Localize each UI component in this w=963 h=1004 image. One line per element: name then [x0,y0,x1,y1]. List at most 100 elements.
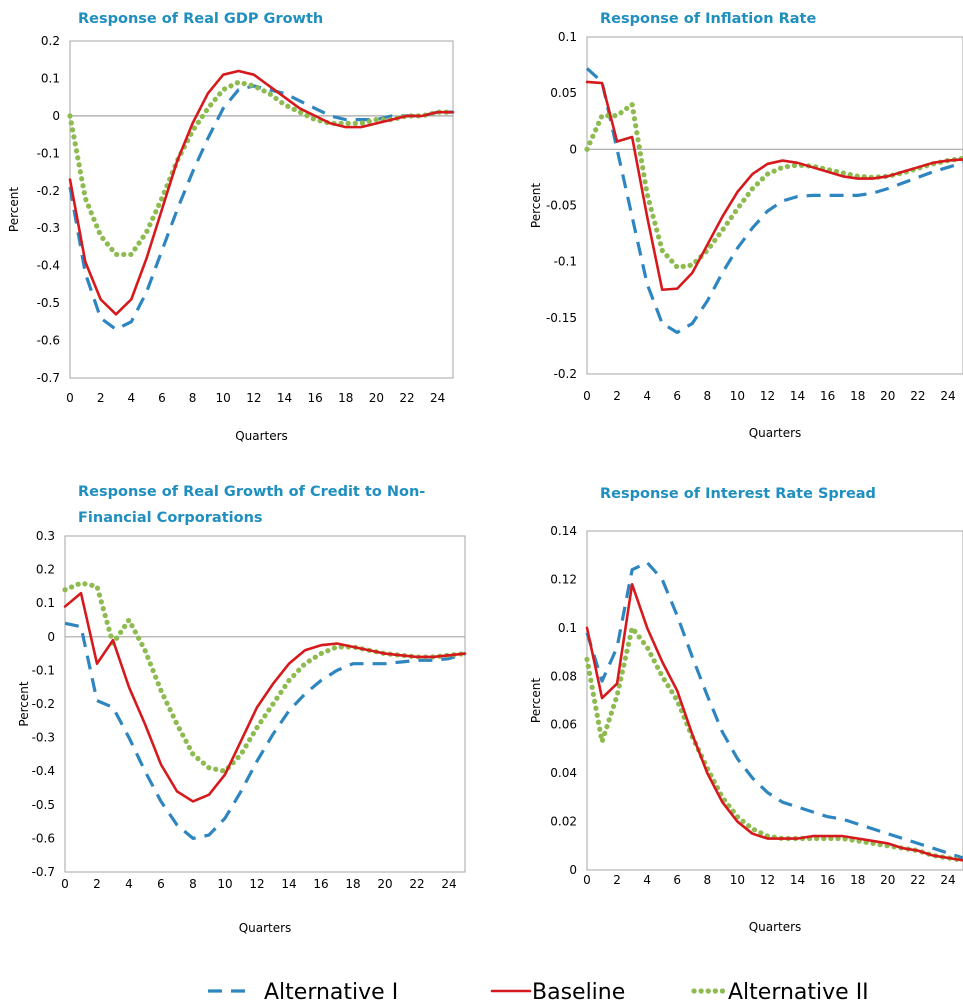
y-tick-label: -0.7 [32,865,55,879]
chart-title-line: Response of Inflation Rate [600,11,816,27]
plot-area-border [586,530,963,871]
y-tick-label: -0.7 [37,371,60,385]
legend-label-alternative-i: Alternative I [264,980,398,1004]
x-tick-label: 18 [850,873,865,887]
legend-label-alternative-ii: Alternative II [728,980,869,1004]
x-tick-label: 16 [307,391,322,405]
y-tick-label: 0 [569,142,577,156]
y-axis-label: Percent [529,678,543,723]
chart-title-line: Response of Interest Rate Spread [600,486,876,502]
y-tick-label: -0.05 [546,199,577,213]
x-tick-label: 12 [249,877,264,891]
x-tick-label: 24 [940,389,955,403]
x-tick-label: 2 [613,389,621,403]
y-tick-label: 0.1 [558,621,577,635]
x-tick-label: 18 [850,389,865,403]
panel-interest-rate-spread: Response of Interest Rate Spread0.140.12… [529,486,963,934]
x-tick-label: 24 [441,877,456,891]
y-tick-label: -0.1 [37,146,60,160]
y-tick-label: 0.05 [550,86,577,100]
y-tick-label: -0.6 [37,334,60,348]
series-line-alternative-i [585,560,963,860]
x-tick-label: 0 [583,873,591,887]
x-tick-label: 12 [246,391,261,405]
x-tick-label: 8 [703,873,711,887]
panel-inflation-rate: Response of Inflation Rate 0.1 0.05 0 -0.05 -… [529,11,963,440]
x-tick-label: 8 [703,389,711,403]
series-line-alternative-i [68,84,453,331]
x-tick-label: 22 [910,873,925,887]
y-tick-label: -0.2 [554,367,577,381]
x-tick-label: 22 [910,389,925,403]
panel-credit-growth: Response of Real Growth of Credit to Non… [17,484,468,935]
chart-title-line: Response of Real GDP Growth [78,11,323,27]
x-tick-label: 2 [97,391,105,405]
x-tick-label: 10 [730,873,745,887]
x-tick-label: 6 [158,391,166,405]
x-tick-label: 16 [313,877,328,891]
y-tick-label: 0.2 [41,34,60,48]
x-axis-label: Quarters [749,426,802,440]
legend-label-baseline: Baseline [532,980,625,1004]
x-tick-label: 0 [583,389,591,403]
y-tick-label: -0.1 [554,255,577,269]
panel-real-gdp-growth: Response of Real GDP Growth 0.2 0.1 0 -0.1 -0… [7,11,456,443]
y-tick-label: -0.15 [546,311,577,325]
x-tick-label: 12 [760,389,775,403]
x-tick-label: 10 [730,389,745,403]
chart-title-line: Financial Corporations [78,510,263,526]
y-tick-label: 0.2 [36,563,55,577]
y-tick-label: -0.4 [32,764,55,778]
x-tick-label: 18 [345,877,360,891]
series-line-alternative-ii [584,101,963,270]
x-tick-label: 18 [338,391,353,405]
y-axis-label: Percent [7,187,21,232]
y-tick-label: 0 [569,863,577,877]
plot-area-border [586,36,963,375]
series-line-alternative-i [585,67,963,335]
x-tick-label: 4 [643,873,651,887]
chart-title-line: Response of Real Growth of Credit to Non… [78,484,425,500]
series-line-baseline [68,69,455,316]
x-tick-label: 6 [673,389,681,403]
y-tick-label: 0.12 [550,572,577,586]
x-tick-label: 6 [157,877,165,891]
x-tick-label: 6 [673,873,681,887]
y-axis-label: Percent [529,183,543,228]
x-tick-label: 20 [880,873,895,887]
y-tick-label: -0.2 [32,697,55,711]
y-tick-label: 0.3 [36,529,55,543]
legend: Alternative I Baseline Alternative II [208,980,869,1004]
y-tick-label: 0.02 [550,815,577,829]
y-tick-label: 0.1 [558,30,577,44]
x-tick-label: 20 [377,877,392,891]
x-tick-label: 2 [613,873,621,887]
series-line-alternative-ii [67,79,456,258]
x-tick-label: 0 [61,877,69,891]
y-tick-label: -0.1 [32,663,55,677]
series-line-baseline [63,591,467,803]
y-axis-label: Percent [17,681,31,726]
x-tick-label: 0 [66,391,74,405]
x-tick-label: 2 [93,877,101,891]
x-tick-label: 22 [409,877,424,891]
y-tick-label: 0.1 [41,71,60,85]
series-line-baseline [585,582,963,862]
y-tick-label: -0.3 [37,221,60,235]
y-tick-label: 0.1 [36,596,55,610]
y-tick-label: 0.04 [550,766,577,780]
x-tick-label: 14 [277,391,292,405]
y-tick-label: 0 [52,109,60,123]
x-tick-label: 4 [125,877,133,891]
x-axis-label: Quarters [235,429,288,443]
x-tick-label: 20 [369,391,384,405]
x-tick-label: 10 [217,877,232,891]
series-line-alternative-ii [584,625,963,863]
x-tick-label: 24 [940,873,955,887]
x-tick-label: 16 [820,873,835,887]
x-tick-label: 14 [281,877,296,891]
x-tick-label: 24 [430,391,445,405]
y-tick-label: 0.14 [550,524,577,538]
x-tick-label: 14 [790,873,805,887]
